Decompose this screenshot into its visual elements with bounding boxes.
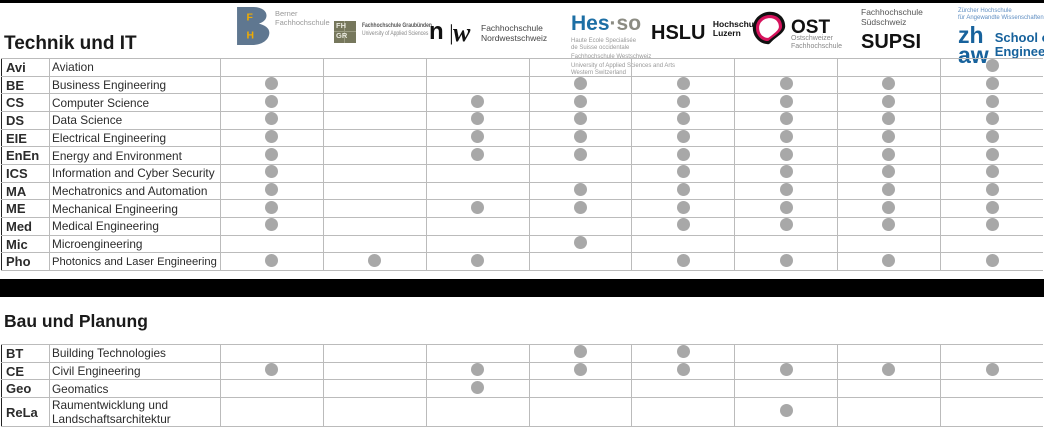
svg-text:n: n [429, 19, 444, 45]
svg-text:w: w [453, 19, 471, 45]
svg-text:H: H [247, 30, 255, 41]
svg-text:F: F [247, 12, 253, 23]
